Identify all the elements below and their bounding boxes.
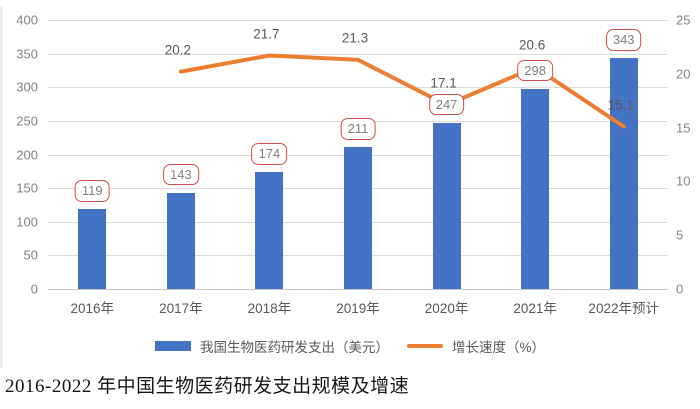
x-axis-label-2018年: 2018年: [247, 301, 292, 316]
x-axis-label-2016年: 2016年: [70, 301, 115, 316]
bar-2021年: [521, 88, 550, 289]
y-axis-left-tick: 100: [16, 214, 38, 230]
bar-value-badge: 119: [74, 179, 110, 202]
x-axis-label-2017年: 2017年: [159, 301, 203, 316]
bar-2018年: [255, 171, 284, 289]
y-axis-left-tick: 400: [16, 12, 38, 28]
y-axis-left-tick: 200: [16, 147, 38, 162]
bar-value-badge: 343: [605, 29, 642, 51]
y-axis-left-tick: 300: [16, 79, 38, 95]
y-axis-right-tick: 15: [676, 120, 691, 136]
growth-value-label: 21.3: [341, 30, 369, 46]
legend-item-expenditure: 我国生物医药研发支出（美元）: [154, 336, 389, 356]
legend-label-expenditure: 我国生物医药研发支出（美元）: [199, 340, 389, 355]
y-axis-right-tick: 5: [676, 227, 684, 243]
line-series-swatch: [406, 344, 443, 348]
y-axis-left-tick: 50: [23, 247, 38, 263]
growth-value-label: 15.1: [607, 96, 634, 112]
bar-value-badge: 143: [162, 163, 199, 186]
gridline: [48, 289, 668, 290]
gridline: [48, 87, 668, 89]
bar-2022年预计: [609, 58, 638, 289]
bar-series-swatch: [154, 341, 191, 351]
y-axis-left-tick: 350: [16, 46, 38, 62]
x-axis-label-2019年: 2019年: [336, 301, 380, 316]
x-axis-label-2022年预计: 2022年预计: [588, 301, 659, 316]
bar-value-badge: 174: [251, 142, 288, 165]
bar-value-badge: 247: [428, 93, 465, 116]
y-axis-left-tick: 250: [16, 113, 38, 129]
legend-item-growth: 增长速度（%）: [406, 336, 545, 356]
bar-2017年: [166, 192, 195, 289]
bar-2016年: [78, 208, 107, 289]
chart-caption: 2016-2022 年中国生物医药研发支出规模及增速: [5, 376, 410, 397]
y-axis-left-tick: 0: [30, 281, 38, 297]
y-axis-left-tick: 150: [16, 180, 38, 196]
x-axis-label-2021年: 2021年: [513, 301, 557, 316]
growth-value-label: 20.6: [519, 37, 546, 53]
growth-line: [178, 53, 626, 129]
y-axis-right-tick: 0: [676, 281, 684, 297]
bar-2019年: [344, 147, 372, 289]
bar-value-badge: 298: [517, 59, 553, 82]
legend: 我国生物医药研发支出（美元） 增长速度（%）: [0, 336, 700, 356]
growth-value-label: 20.2: [164, 41, 191, 57]
page-edge-artifact: [0, 6, 3, 368]
bar-2020年: [432, 122, 461, 289]
gridline: [48, 20, 668, 21]
y-axis-right-tick: 25: [676, 12, 691, 28]
x-axis-label-2020年: 2020年: [424, 301, 469, 316]
growth-value-label: 21.7: [253, 25, 280, 41]
growth-value-label: 17.1: [430, 75, 457, 91]
y-axis-right-tick: 10: [676, 173, 691, 189]
gridline: [48, 53, 668, 55]
bar-value-badge: 211: [340, 118, 376, 140]
y-axis-right-tick: 20: [676, 66, 691, 82]
legend-label-growth: 增长速度（%）: [451, 340, 545, 355]
